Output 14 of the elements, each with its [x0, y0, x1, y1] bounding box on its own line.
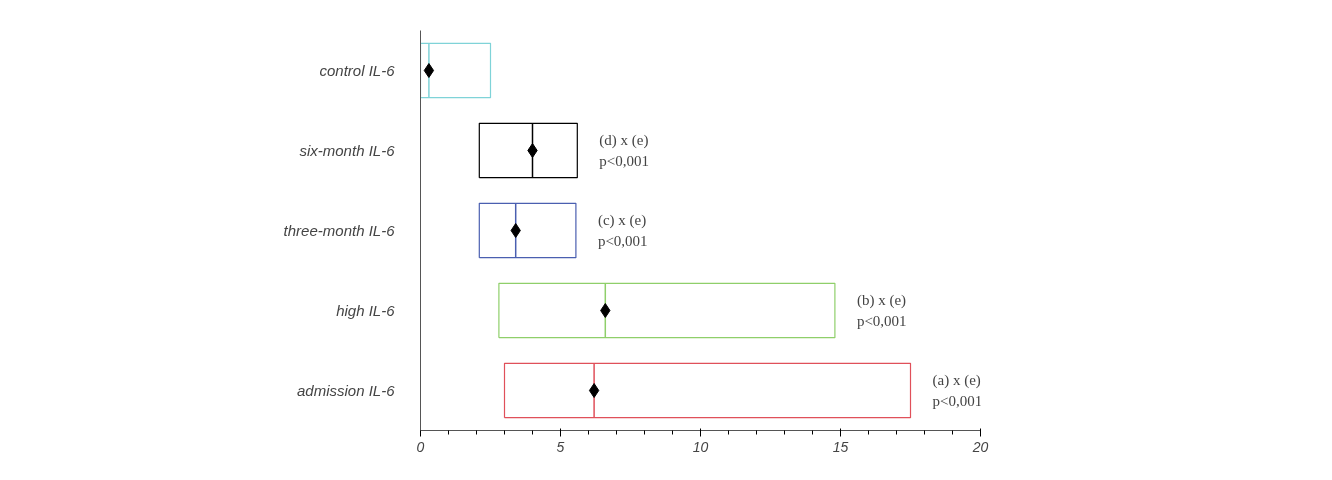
y-tick-label: three-month IL-6: [283, 222, 396, 239]
x-tick-label: 20: [971, 438, 989, 455]
y-tick-label: admission IL-6: [296, 382, 396, 399]
y-tick-label: high IL-6: [336, 302, 396, 319]
x-tick-label: 15: [832, 438, 849, 455]
x-tick-label: 0: [416, 438, 425, 455]
y-tick-label: control IL-6: [319, 62, 396, 79]
x-tick-label: 5: [556, 438, 565, 455]
annotation: (a) x (e) p<0,001: [932, 372, 983, 409]
annotation: (c) x (e) p<0,001: [597, 212, 648, 249]
y-tick-label: six-month IL-6: [299, 142, 396, 159]
annotation: (d) x (e) p<0,001: [599, 132, 650, 169]
x-tick-label: 10: [692, 438, 709, 455]
annotation: (b) x (e) p<0,001: [856, 292, 907, 329]
